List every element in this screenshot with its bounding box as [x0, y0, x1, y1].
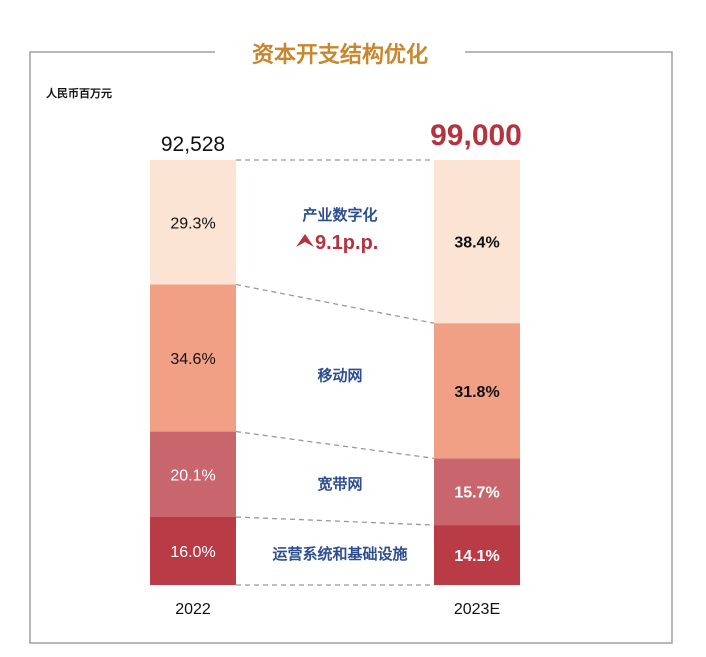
bar-segment [434, 160, 520, 324]
connector-line [235, 516, 435, 526]
total-2022: 92,528 [161, 133, 225, 156]
connector-line [235, 430, 435, 459]
annotation: 9.1p.p. [315, 232, 378, 254]
bar-segment [434, 525, 520, 585]
x-label-2023e: 2023E [454, 601, 500, 618]
series-label: 移动网 [317, 366, 362, 384]
series-label: 产业数字化 [302, 206, 377, 224]
x-label-2022: 2022 [175, 601, 211, 618]
data-label: 31.8% [454, 384, 499, 401]
unit-label: 人民币百万元 [46, 86, 112, 100]
bar-segment [434, 323, 520, 459]
series-label: 运营系统和基础设施 [272, 545, 407, 563]
bar-segment [150, 517, 236, 585]
total-2023e: 99,000 [430, 119, 522, 152]
data-label: 14.1% [454, 548, 499, 565]
data-label: 15.7% [454, 485, 499, 502]
data-label: 20.1% [170, 467, 215, 484]
data-label: 34.6% [170, 351, 215, 368]
bar-segment [150, 284, 236, 432]
data-label: 16.0% [170, 544, 215, 561]
data-label: 29.3% [170, 215, 215, 232]
chart-title: 资本开支结构优化 [252, 42, 428, 68]
connector-line [235, 283, 435, 324]
data-label: 38.4% [454, 235, 499, 252]
bar-segment [434, 458, 520, 526]
bar-segment [150, 160, 236, 285]
arrow-up-icon [296, 234, 314, 247]
title-mask [215, 38, 465, 68]
bar-segment [150, 431, 236, 517]
series-label: 宽带网 [316, 475, 362, 493]
